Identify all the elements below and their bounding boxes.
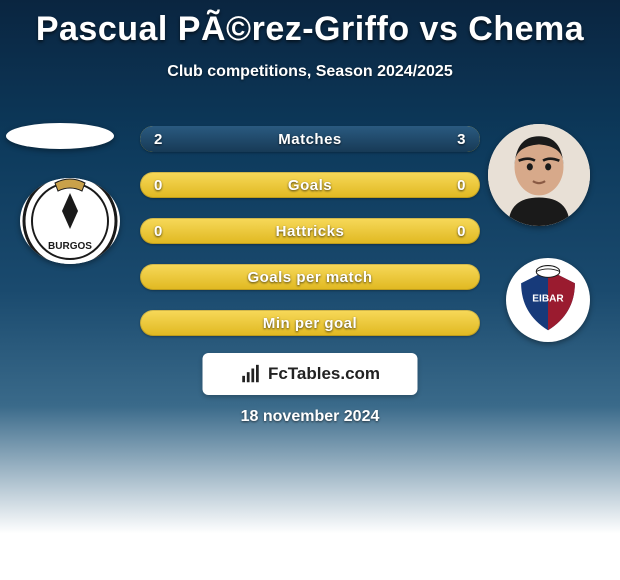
stat-label: Min per goal <box>140 310 480 336</box>
player-right-avatar <box>488 124 590 226</box>
stat-label: Hattricks <box>140 218 480 244</box>
stat-row-min-per-goal: Min per goal <box>140 310 480 336</box>
branding-text: FcTables.com <box>268 364 380 384</box>
svg-text:EIBAR: EIBAR <box>532 294 564 305</box>
stat-row-goals-per-match: Goals per match <box>140 264 480 290</box>
stat-label: Goals per match <box>140 264 480 290</box>
page-title: Pascual PÃ©rez-Griffo vs Chema <box>0 0 620 49</box>
stat-right-value: 3 <box>457 126 466 152</box>
stat-row-hattricks: 0 Hattricks 0 <box>140 218 480 244</box>
stat-row-goals: 0 Goals 0 <box>140 172 480 198</box>
date-text: 18 november 2024 <box>0 408 620 426</box>
player-left-avatar <box>6 123 114 149</box>
svg-text:BURGOS: BURGOS <box>48 241 92 252</box>
shield-icon: BURGOS <box>20 178 120 264</box>
stat-right-value: 0 <box>457 172 466 198</box>
branding-badge: FcTables.com <box>203 353 418 395</box>
subtitle: Club competitions, Season 2024/2025 <box>0 63 620 81</box>
club-right-crest: EIBAR <box>506 258 590 342</box>
stat-right-value: 0 <box>457 218 466 244</box>
stats-bars: 2 Matches 3 0 Goals 0 0 Hattricks 0 Goal… <box>140 126 480 356</box>
club-left-crest: BURGOS <box>20 178 120 264</box>
stat-label: Goals <box>140 172 480 198</box>
stat-label: Matches <box>140 126 480 152</box>
person-icon <box>488 124 590 226</box>
stat-row-matches: 2 Matches 3 <box>140 126 480 152</box>
chart-icon <box>240 363 262 385</box>
shield-icon: EIBAR <box>506 258 590 342</box>
